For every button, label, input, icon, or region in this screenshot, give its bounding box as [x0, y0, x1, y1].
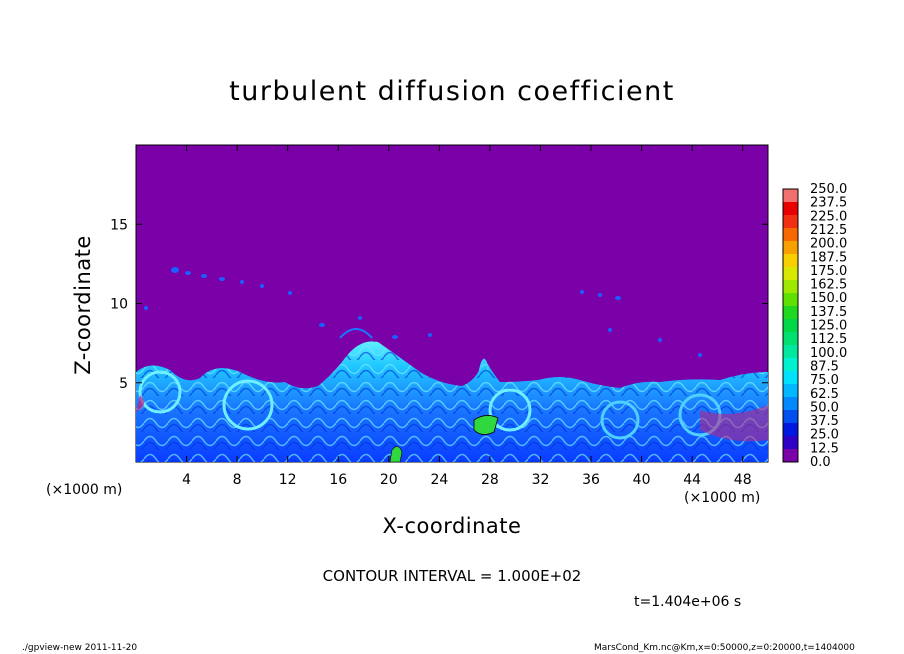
colorbar-label: 150.0 [810, 291, 847, 306]
colorbar-label: 187.5 [810, 250, 847, 265]
time-label: t=1.404e+06 s [634, 594, 742, 610]
colorbar-swatch [783, 436, 798, 449]
y-axis: 5 10 15 [110, 217, 768, 392]
colorbar-swatch [783, 358, 798, 371]
colorbar-swatch [783, 371, 798, 384]
colorbar-swatch [783, 189, 798, 202]
colorbar-swatch [783, 254, 798, 267]
footer-right: MarsCond_Km.nc@Km,x=0:50000,z=0:20000,t=… [594, 643, 855, 653]
x-tick-label: 28 [481, 472, 499, 488]
footer-left: ./gpview-new 2011-11-20 [22, 643, 138, 653]
colorbar-label: 62.5 [810, 387, 839, 402]
x-tick-label: 40 [633, 472, 651, 488]
colorbar-label: 100.0 [810, 346, 847, 361]
colorbar-swatch [783, 215, 798, 228]
colorbar-swatch [783, 332, 798, 345]
colorbar-label: 0.0 [810, 455, 831, 470]
colorbar-swatch [783, 306, 798, 319]
colorbar-swatch [783, 280, 798, 293]
x-axis-label: X-coordinate [382, 514, 522, 538]
x-tick-label: 44 [683, 472, 701, 488]
colorbar-swatch [783, 397, 798, 410]
y-axis-label: Z-coordinate [71, 235, 95, 375]
colorbar-label: 237.5 [810, 196, 847, 211]
x-tick-label: 20 [380, 472, 398, 488]
colorbar-swatch [783, 345, 798, 358]
colorbar-swatch [783, 319, 798, 332]
colorbar-label: 37.5 [810, 414, 839, 429]
colorbar-label: 87.5 [810, 359, 839, 374]
x-tick-label: 24 [430, 472, 448, 488]
colorbar-label: 125.0 [810, 319, 847, 334]
chart-title: turbulent diffusion coefficient [229, 76, 675, 107]
y-tick-label: 10 [110, 297, 128, 313]
turbulent-layer [136, 328, 768, 463]
colorbar-label: 75.0 [810, 373, 839, 388]
x-unit-label-right: (×1000 m) [684, 490, 761, 506]
y-tick-label: 5 [119, 376, 128, 392]
colorbar-label: 50.0 [810, 400, 839, 415]
colorbar-label: 175.0 [810, 264, 847, 279]
x-tick-label: 8 [233, 472, 242, 488]
contour-interval: CONTOUR INTERVAL = 1.000E+02 [322, 567, 582, 585]
colorbar-swatch [783, 241, 798, 254]
colorbar-label: 137.5 [810, 305, 847, 320]
colorbar-label: 112.5 [810, 332, 847, 347]
colorbar-swatch [783, 267, 798, 280]
x-tick-label: 36 [582, 472, 600, 488]
colorbar: 0.012.525.037.550.062.575.087.5100.0112.… [782, 182, 847, 470]
colorbar-swatch [783, 202, 798, 215]
colorbar-frame [782, 188, 799, 463]
x-unit-label-left: (×1000 m) [46, 482, 123, 498]
colorbar-label: 162.5 [810, 278, 847, 293]
colorbar-swatch [783, 384, 798, 397]
upper-eddies [144, 267, 702, 357]
x-tick-label: 4 [182, 472, 191, 488]
colorbar-swatch [783, 293, 798, 306]
colorbar-label: 25.0 [810, 428, 839, 443]
x-tick-label: 16 [329, 472, 347, 488]
x-tick-label: 48 [734, 472, 752, 488]
x-axis: 4 8 12 16 20 24 28 32 36 40 44 48 [182, 145, 752, 488]
colorbar-label: 225.0 [810, 209, 847, 224]
colorbar-swatch [783, 423, 798, 436]
colorbar-label: 212.5 [810, 223, 847, 238]
colorbar-label: 200.0 [810, 237, 847, 252]
x-tick-label: 12 [279, 472, 297, 488]
colorbar-swatch [783, 410, 798, 423]
colorbar-label: 12.5 [810, 441, 839, 456]
y-tick-label: 15 [110, 217, 128, 233]
colorbar-swatch [783, 449, 798, 462]
colorbar-label: 250.0 [810, 182, 847, 197]
x-tick-label: 32 [532, 472, 550, 488]
colorbar-swatch [783, 228, 798, 241]
